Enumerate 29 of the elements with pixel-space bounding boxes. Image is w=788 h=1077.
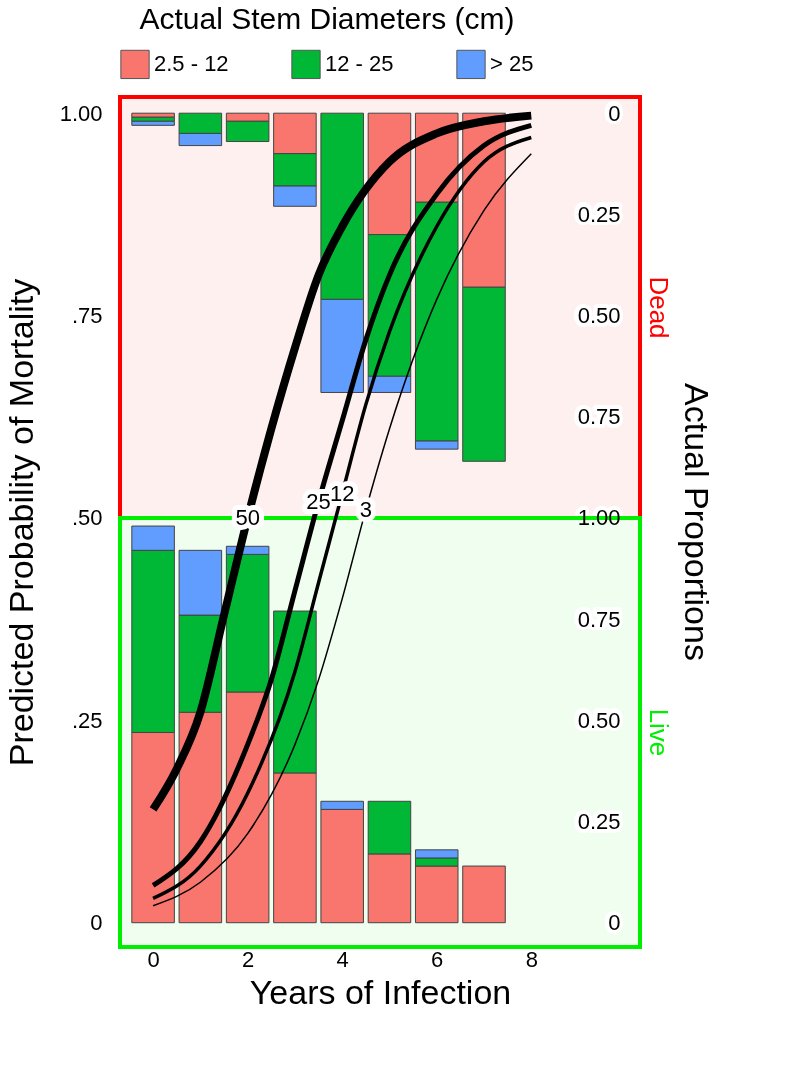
legend-label: > 25 bbox=[490, 51, 534, 77]
band-label: Dead bbox=[644, 276, 674, 339]
x-tick-label: 4 bbox=[336, 946, 349, 972]
y-tick-label: .50 bbox=[71, 505, 103, 531]
bar bbox=[131, 120, 175, 126]
legend-title: Actual Stem Diameters (cm) bbox=[139, 2, 515, 35]
y3-tick-label: 0 bbox=[608, 910, 621, 936]
band-label: Live bbox=[644, 708, 674, 757]
y3-tick-label: 0.50 bbox=[577, 707, 621, 733]
legend-label: 12 - 25 bbox=[325, 51, 394, 77]
x-tick-label: 0 bbox=[147, 946, 160, 972]
y2-tick-label: 0.50 bbox=[577, 303, 621, 329]
x-tick-label: 2 bbox=[242, 946, 255, 972]
y-tick-label: 0 bbox=[90, 910, 103, 936]
y-tick-label: .75 bbox=[71, 303, 103, 329]
y3-tick-label: 0.75 bbox=[577, 606, 621, 632]
y-axis-title: Predicted Probability of Mortality bbox=[1, 278, 40, 767]
y2-tick-label: 0.75 bbox=[577, 404, 621, 430]
y2-tick-label: 0.25 bbox=[577, 201, 621, 227]
y2-axis-title: Actual Proportions bbox=[678, 383, 716, 661]
x-tick-label: 6 bbox=[431, 946, 444, 972]
y3-tick-label: 0.25 bbox=[577, 809, 621, 835]
y-tick-label: 1.00 bbox=[59, 100, 103, 126]
bar bbox=[462, 865, 506, 924]
legend-label: 2.5 - 12 bbox=[154, 51, 229, 77]
x-tick-label: 8 bbox=[525, 946, 538, 972]
y-tick-label: .25 bbox=[71, 707, 103, 733]
x-axis-title: Years of Infection bbox=[249, 972, 512, 1011]
y2-tick-label: 0 bbox=[608, 100, 621, 126]
